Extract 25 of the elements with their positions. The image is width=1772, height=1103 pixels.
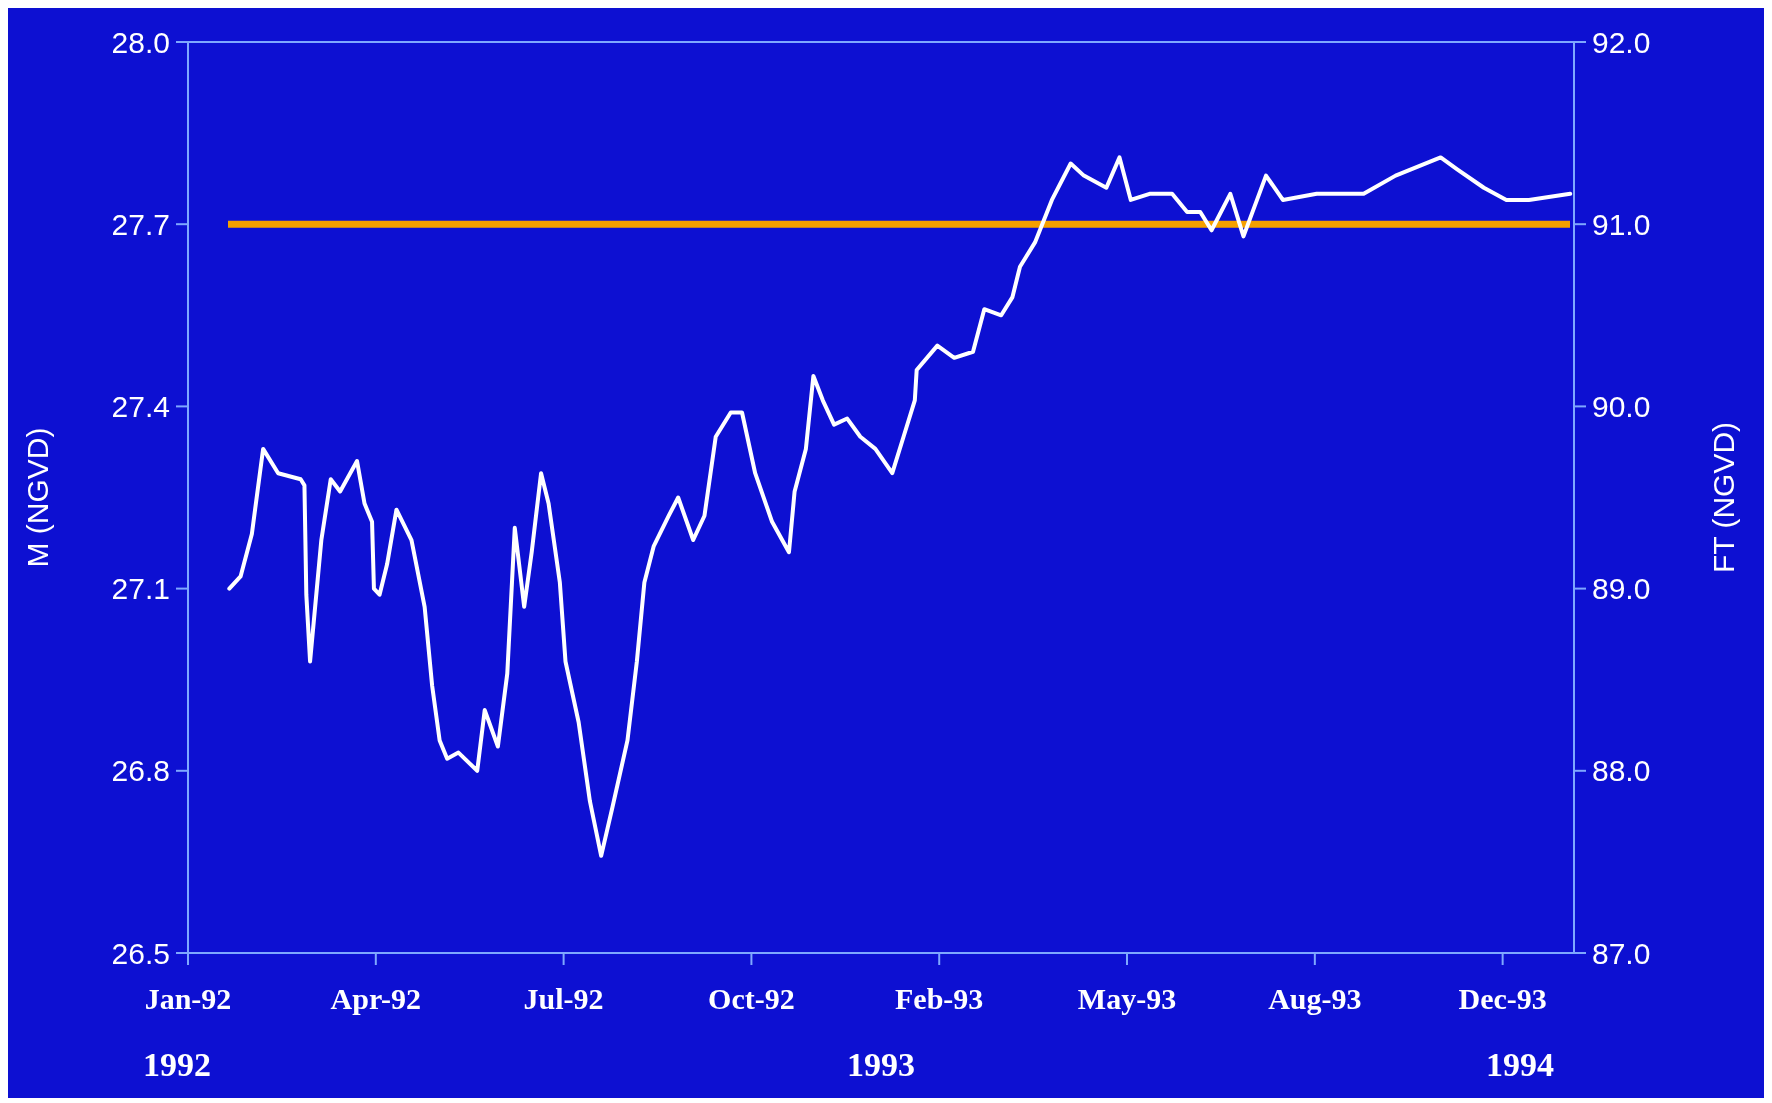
text: 1992 (143, 1046, 211, 1083)
y-tick-label: 27.4 (111, 389, 170, 423)
y2-tick-label: 87.0 (1592, 936, 1651, 970)
y2-tick-label: 92.0 (1592, 25, 1651, 59)
y2-tick-label: 88.0 (1592, 754, 1651, 788)
x-tick-label: Feb-93 (895, 982, 984, 1015)
y-tick-label: 27.1 (111, 572, 170, 606)
x-tick-label: Dec-93 (1458, 982, 1547, 1015)
text: 1993 (847, 1046, 915, 1083)
y2-tick-label: 89.0 (1592, 572, 1651, 606)
y-tick-label: 26.8 (111, 754, 170, 788)
y2-axis-title: FT (NGVD) (1707, 421, 1740, 574)
y-axis-title: M (NGVD) (21, 427, 54, 568)
x-tick-label: Oct-92 (708, 982, 795, 1015)
y2-tick-label: 91.0 (1592, 207, 1651, 241)
y-tick-label: 26.5 (111, 936, 170, 970)
y-tick-label: 27.7 (111, 207, 170, 241)
y-tick-label: 28.0 (111, 25, 170, 59)
y2-tick-label: 90.0 (1592, 389, 1651, 423)
x-tick-label: Apr-92 (330, 982, 422, 1015)
x-tick-label: Jul-92 (523, 982, 604, 1015)
x-tick-label: May-93 (1077, 982, 1177, 1015)
x-tick-label: Aug-93 (1268, 982, 1362, 1015)
text: 1994 (1486, 1046, 1554, 1083)
x-tick-label: Jan-92 (144, 982, 232, 1015)
